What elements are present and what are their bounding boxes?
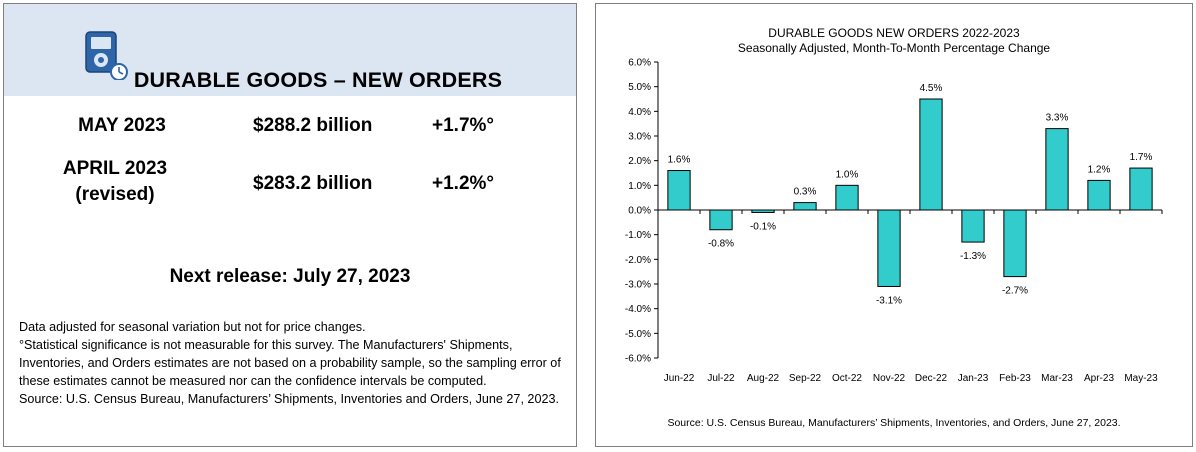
data-label: -2.7% [1002, 286, 1028, 297]
y-tick-label: 1.0% [628, 181, 651, 192]
april-period-label: APRIL 2023 (revised) [40, 156, 190, 208]
y-tick-label: 4.0% [628, 107, 651, 118]
data-label: 1.0% [836, 169, 859, 180]
chart-panel: DURABLE GOODS NEW ORDERS 2022-2023 Seaso… [595, 3, 1193, 447]
data-label: -3.1% [876, 295, 902, 306]
april-period-line1: APRIL 2023 [62, 158, 168, 179]
chart-source: Source: U.S. Census Bureau, Manufacturer… [667, 417, 1121, 429]
april-period-line2: (revised) [75, 184, 155, 205]
x-tick-label: Sep-22 [789, 373, 822, 384]
next-release-text: Next release: July 27, 2023 [169, 266, 411, 287]
x-tick-label: Aug-22 [747, 373, 780, 384]
x-tick-label: May-23 [1124, 373, 1158, 384]
y-tick-label: -4.0% [625, 304, 651, 315]
x-tick-label: Jun-22 [664, 373, 695, 384]
april-change: +1.2%° [432, 173, 495, 194]
may-value: $288.2 billion [253, 115, 373, 136]
x-tick-label: Nov-22 [873, 373, 906, 384]
x-tick-label: Apr-23 [1084, 373, 1114, 384]
bar-may-23 [1129, 167, 1153, 211]
note-source: Source: U.S. Census Bureau, Manufacturer… [19, 392, 559, 406]
calculator-clock-icon [85, 31, 128, 80]
y-tick-label: -6.0% [625, 354, 651, 365]
april-value: $283.2 billion [253, 173, 373, 194]
y-tick-label: 6.0% [628, 58, 651, 69]
note-seasonal: Data adjusted for seasonal variation but… [19, 320, 366, 334]
bar-jun-22 [667, 170, 691, 211]
chart-title-block: DURABLE GOODS NEW ORDERS 2022-2023 Seaso… [596, 26, 1192, 56]
bar-jan-23 [961, 209, 985, 243]
bar-feb-23 [1003, 209, 1027, 278]
bar-sep-22 [793, 202, 817, 211]
y-tick-label: 3.0% [628, 132, 651, 143]
may-change: +1.7%° [432, 115, 495, 136]
x-tick-label: Mar-23 [1041, 373, 1073, 384]
y-tick-label: -3.0% [625, 280, 651, 291]
y-tick-label: -1.0% [625, 230, 651, 241]
bar-oct-22 [835, 184, 859, 211]
bar-apr-23 [1087, 179, 1111, 211]
summary-header: DURABLE GOODS – NEW ORDERS [4, 4, 576, 96]
y-tick-label: -5.0% [625, 329, 651, 340]
x-tick-label: Oct-22 [832, 373, 862, 384]
bar-chart: 6.0% 5.0% 4.0% 3.0% 2.0% 1.0% 0.0% -1.0% -2.0% -3… [625, 58, 1163, 384]
data-label: 3.3% [1046, 113, 1069, 124]
bar-nov-22 [877, 209, 901, 287]
x-tick-label: Jan-23 [958, 373, 989, 384]
data-label: -1.3% [960, 251, 986, 262]
summary-title: DURABLE GOODS – NEW ORDERS [133, 68, 503, 92]
x-tick-label: Jul-22 [707, 373, 735, 384]
y-tick-label: 5.0% [628, 82, 651, 93]
y-tick-label: -2.0% [625, 255, 651, 266]
bar-jul-22 [709, 209, 733, 231]
bar-dec-22 [919, 98, 943, 211]
data-label: -0.1% [750, 221, 776, 232]
x-tick-label: Feb-23 [999, 373, 1031, 384]
may-period-label: MAY 2023 [78, 115, 166, 136]
note-significance: °Statistical significance is not measura… [19, 338, 561, 388]
data-label: 1.2% [1088, 164, 1111, 175]
y-tick-label: 2.0% [628, 156, 651, 167]
chart-title: DURABLE GOODS NEW ORDERS 2022-2023 [768, 26, 1020, 40]
summary-panel: DURABLE GOODS – NEW ORDERS MAY 2023 $288… [3, 3, 577, 447]
data-label: 1.7% [1130, 152, 1153, 163]
x-tick-label: Dec-22 [915, 373, 948, 384]
data-label: 0.3% [794, 187, 817, 198]
bar-mar-23 [1045, 128, 1069, 211]
bar-aug-22 [751, 209, 775, 213]
data-label: 1.6% [668, 155, 691, 166]
data-label: -0.8% [708, 239, 734, 250]
chart-subtitle: Seasonally Adjusted, Month-To-Month Perc… [737, 41, 1051, 55]
notes-block: Data adjusted for seasonal variation but… [19, 318, 574, 408]
y-tick-label: 0.0% [628, 206, 651, 217]
data-label: 4.5% [920, 83, 943, 94]
